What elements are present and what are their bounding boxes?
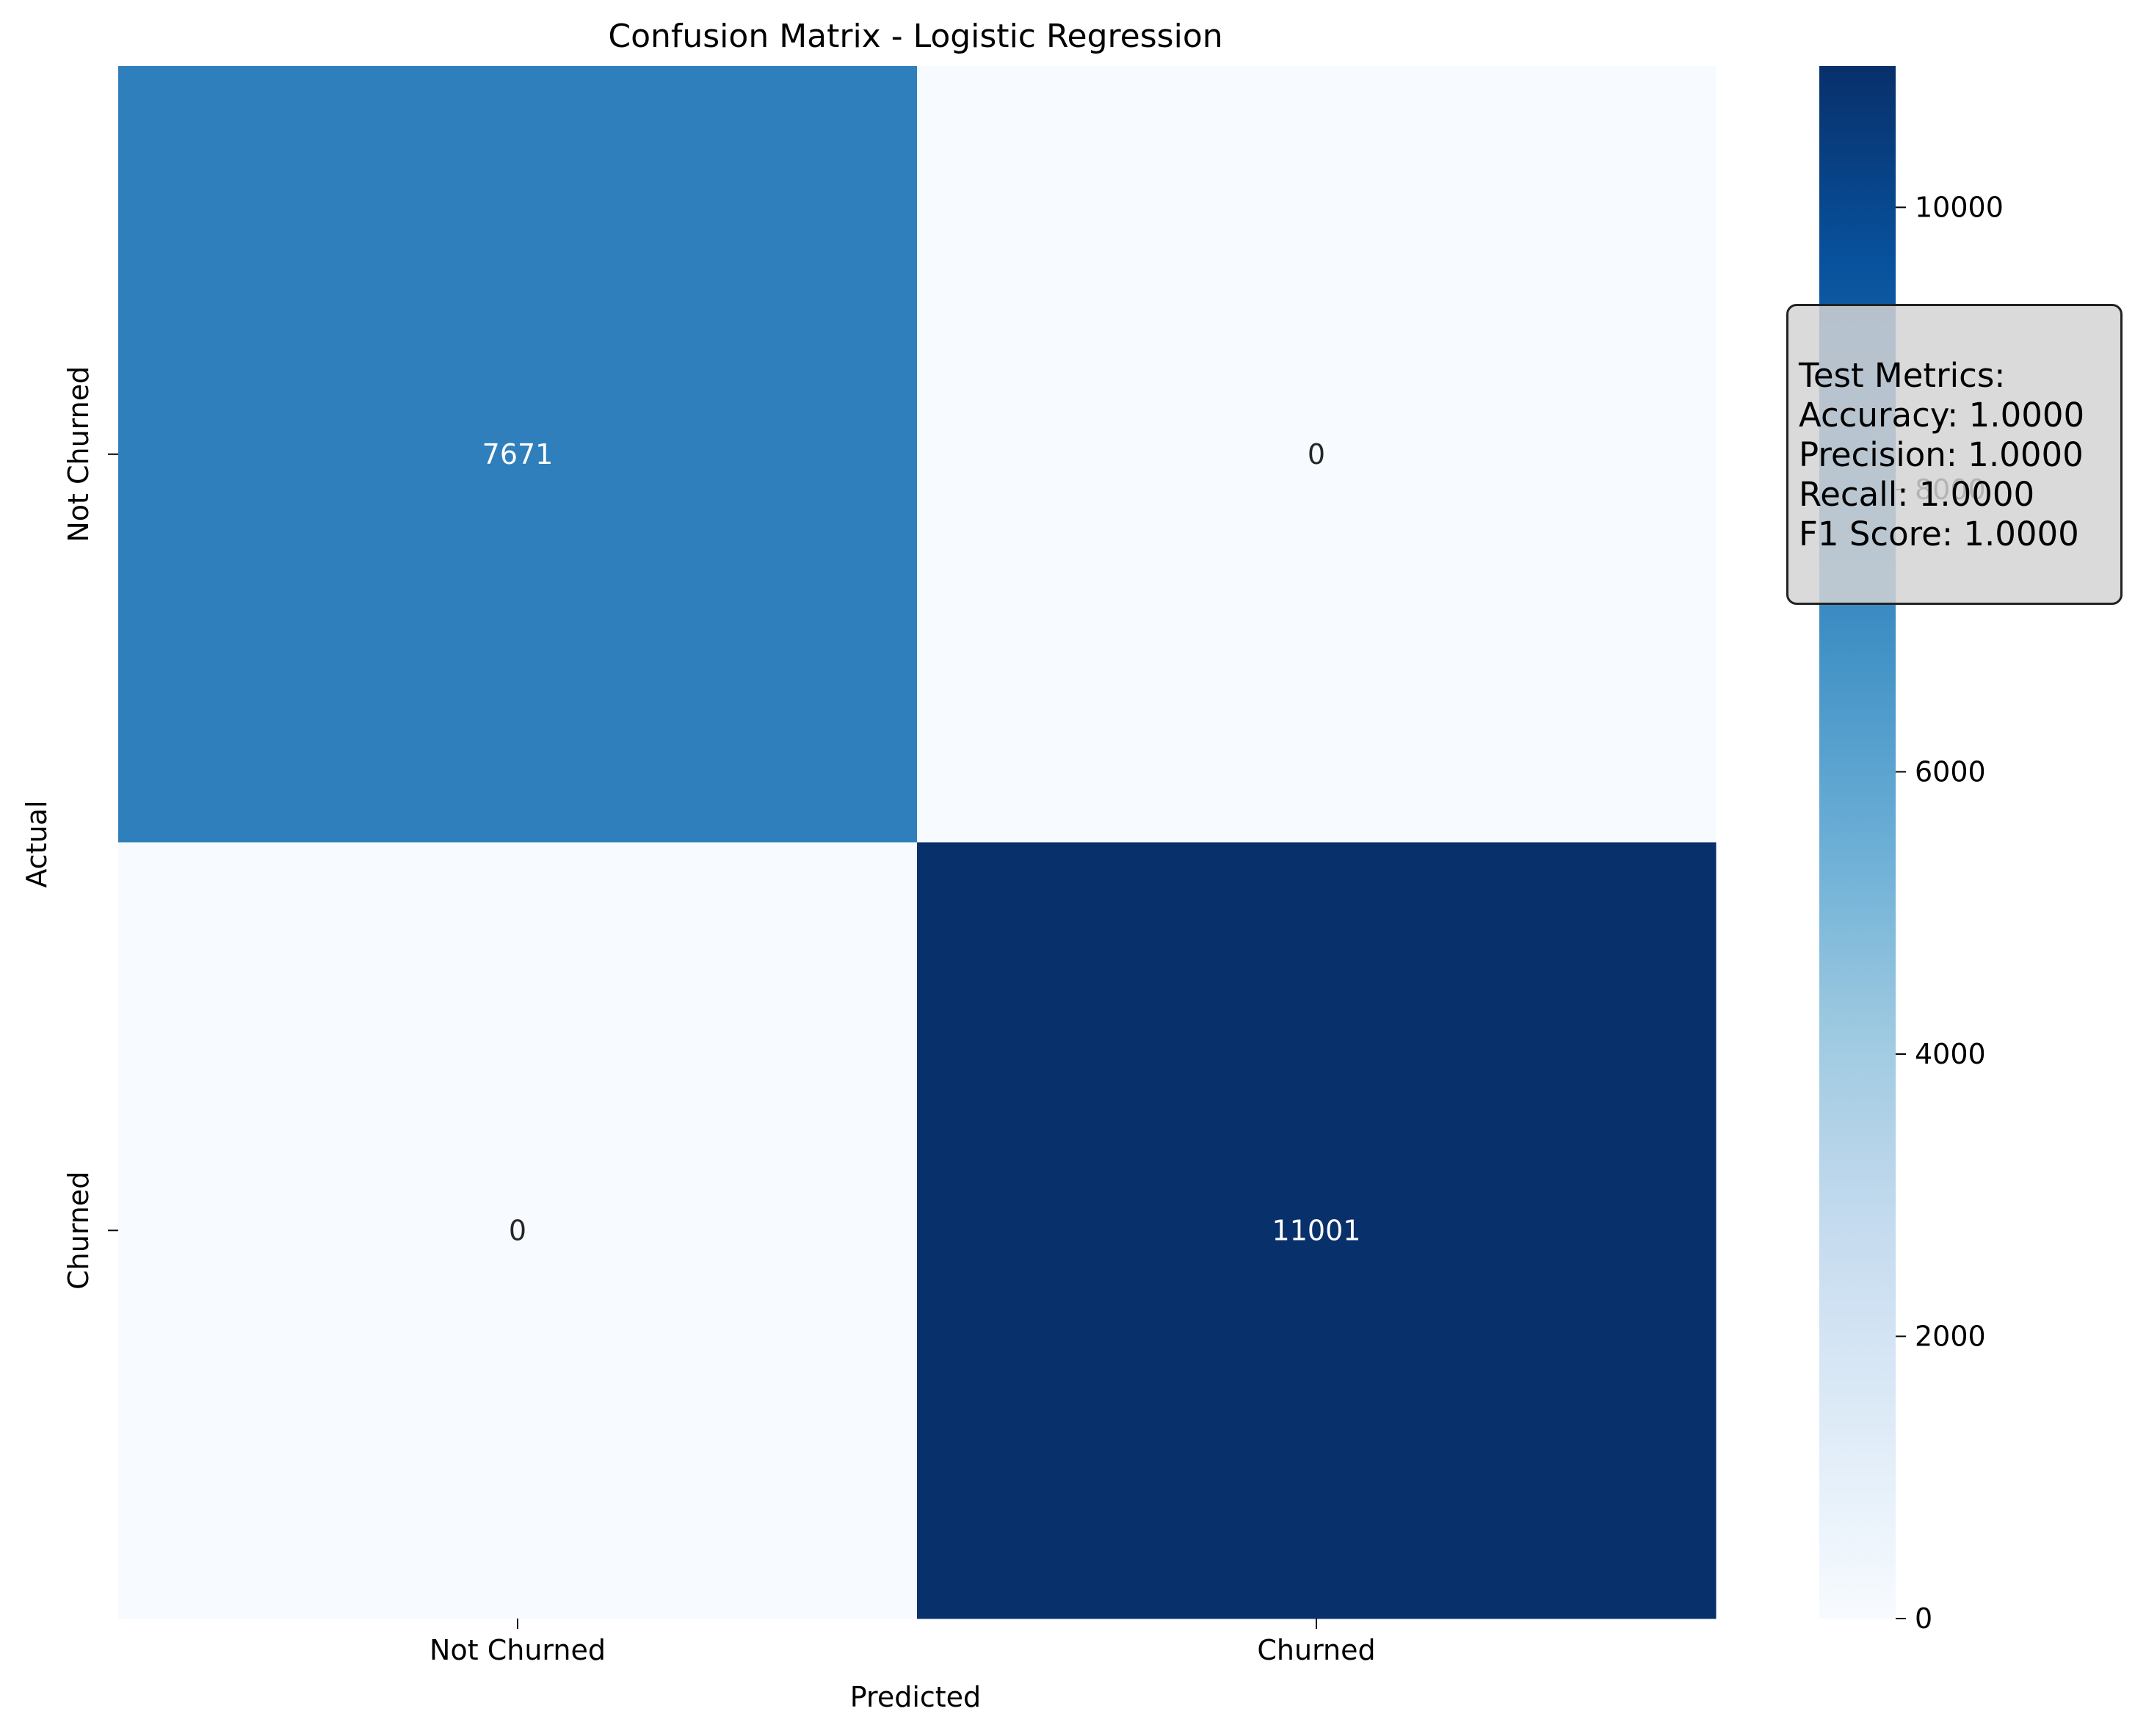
y-tick-label: Churned <box>62 1172 95 1290</box>
colorbar-tick-label: 2000 <box>1915 1320 1986 1352</box>
colorbar-tick-label: 6000 <box>1915 755 1986 788</box>
heatmap-cell <box>118 66 918 843</box>
metrics-box: Test Metrics: Accuracy: 1.0000 Precision… <box>1786 304 2123 605</box>
metric-accuracy: Accuracy: 1.0000 <box>1799 396 2085 435</box>
metric-recall: Recall: 1.0000 <box>1799 475 2035 514</box>
cell-annotation: 11001 <box>1272 1214 1361 1246</box>
x-tick-label: Not Churned <box>429 1634 606 1666</box>
metric-f1: F1 Score: 1.0000 <box>1799 515 2079 553</box>
colorbar-tick-label: 10000 <box>1915 191 2004 223</box>
heatmap-cell <box>118 842 918 1619</box>
x-axis-label: Predicted <box>850 1681 981 1713</box>
colorbar-tick-label: 4000 <box>1915 1038 1986 1070</box>
metrics-title: Test Metrics: <box>1799 356 2006 395</box>
heatmap-cell <box>917 842 1717 1619</box>
x-tick-label: Churned <box>1257 1634 1375 1666</box>
heatmap-cell <box>917 66 1717 843</box>
colorbar-tick-label: 0 <box>1915 1602 1932 1635</box>
cell-annotation: 0 <box>509 1214 526 1246</box>
metric-precision: Precision: 1.0000 <box>1799 435 2084 474</box>
y-tick-label: Not Churned <box>62 366 95 542</box>
cell-annotation: 7671 <box>482 438 554 471</box>
colorbar <box>1819 66 1896 1619</box>
cell-annotation: 0 <box>1308 438 1325 471</box>
y-axis-label: Actual <box>21 800 53 887</box>
chart-title: Confusion Matrix - Logistic Regression <box>608 18 1222 55</box>
